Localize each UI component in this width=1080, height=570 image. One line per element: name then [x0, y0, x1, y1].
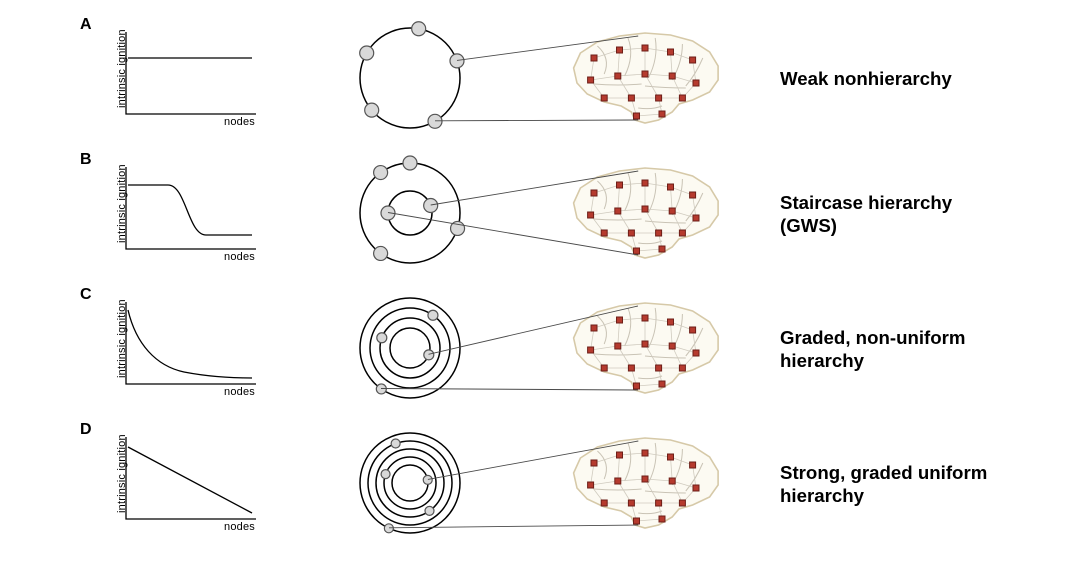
x-axis-label: nodes [224, 521, 255, 533]
row-title-line: hierarchy [780, 349, 1040, 372]
x-axis-label: nodes [224, 251, 255, 263]
panel-letter-a: A [80, 16, 92, 34]
connector-lines-b [384, 167, 642, 259]
panel-letter-b: B [80, 151, 92, 169]
hierarchy-figure: Aintrinsic ignition nodes Weak nonhierarch… [0, 0, 1080, 570]
y-axis-label: intrinsic ignition [116, 299, 128, 378]
row-title-a: Weak nonhierarchy [780, 67, 1040, 90]
x-axis-label: nodes [224, 116, 255, 128]
row-title-b: Staircase hierarchy(GWS) [780, 191, 1040, 238]
y-axis-label: intrinsic ignition [116, 29, 128, 108]
ignition-curve-c [120, 298, 260, 390]
row-title-c: Graded, non-uniformhierarchy [780, 326, 1040, 373]
ignition-curve-d [120, 433, 260, 525]
ignition-curve-b [120, 163, 260, 255]
y-axis-label: intrinsic ignition [116, 434, 128, 513]
panel-letter-c: C [80, 286, 92, 304]
row-title-line: Strong, graded uniform [780, 461, 1040, 484]
x-axis-label: nodes [224, 386, 255, 398]
connector-lines-c [377, 302, 642, 394]
y-axis-label: intrinsic ignition [116, 164, 128, 243]
connector-lines-a [431, 32, 642, 125]
panel-letter-d: D [80, 421, 92, 439]
row-title-line: Graded, non-uniform [780, 326, 1040, 349]
ignition-curve-a [120, 28, 260, 120]
row-title-d: Strong, graded uniformhierarchy [780, 461, 1040, 508]
connector-lines-d [385, 437, 642, 532]
row-title-line: Staircase hierarchy [780, 191, 1040, 214]
row-title-line: (GWS) [780, 214, 1040, 237]
row-title-line: hierarchy [780, 484, 1040, 507]
row-title-line: Weak nonhierarchy [780, 67, 1040, 90]
